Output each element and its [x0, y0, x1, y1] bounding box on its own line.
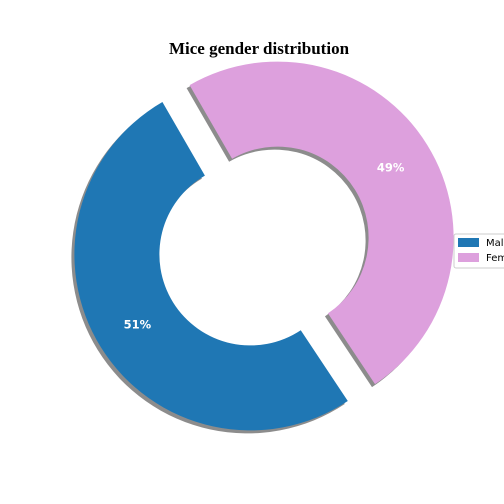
slice-female	[189, 61, 454, 385]
legend-swatch-female	[458, 253, 479, 262]
legend: Mal Fem	[453, 233, 504, 269]
pie-slices	[71, 61, 454, 434]
legend-swatch-male	[458, 238, 479, 247]
chart-title: Mice gender distribution	[169, 39, 350, 58]
legend-label-male: Mal	[486, 238, 504, 249]
slice-label-male: 51%	[124, 318, 152, 332]
slice-male	[74, 102, 348, 431]
slice-label-female: 49%	[377, 160, 405, 174]
pie-labels: 51% 49%	[124, 160, 405, 331]
legend-label-female: Fem	[486, 253, 504, 264]
